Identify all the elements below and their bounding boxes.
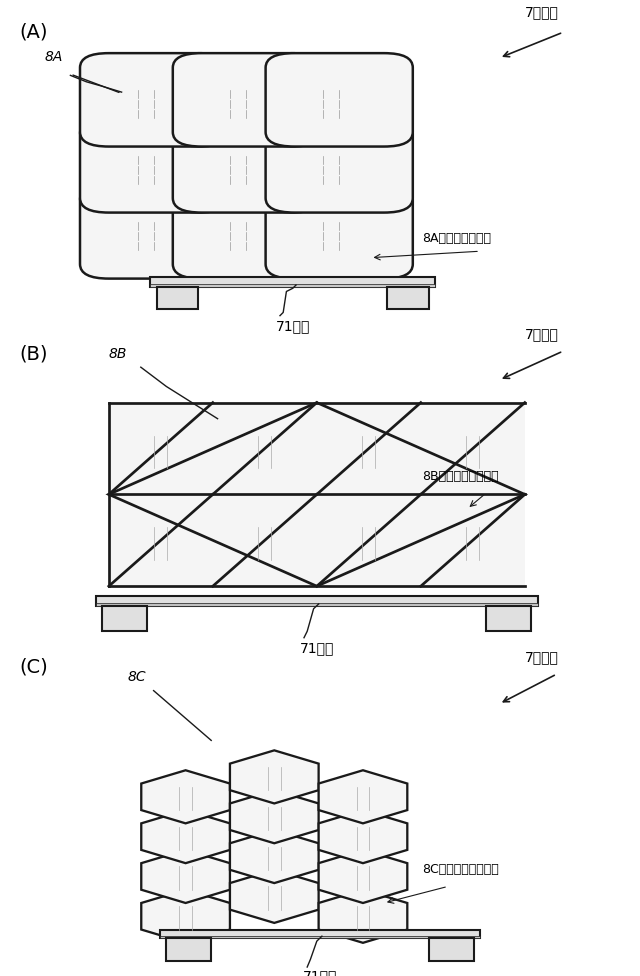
Polygon shape — [141, 890, 230, 943]
Bar — [160, 929, 480, 938]
Text: 8A: 8A — [45, 51, 63, 64]
Polygon shape — [230, 751, 319, 803]
FancyBboxPatch shape — [266, 119, 413, 213]
Polygon shape — [319, 850, 407, 903]
FancyBboxPatch shape — [80, 53, 227, 146]
Text: (C): (C) — [19, 658, 48, 676]
Bar — [387, 287, 429, 309]
Text: 8C: 8C — [128, 670, 147, 684]
Text: 8B接合体（三角形）: 8B接合体（三角形） — [422, 470, 499, 483]
Bar — [486, 605, 531, 631]
Bar — [157, 287, 198, 309]
Text: (A): (A) — [19, 22, 48, 42]
Text: 7本装置: 7本装置 — [525, 650, 559, 664]
FancyBboxPatch shape — [173, 53, 320, 146]
Text: 7本装置: 7本装置 — [525, 327, 559, 342]
Bar — [429, 938, 474, 961]
Polygon shape — [230, 830, 319, 883]
Bar — [166, 938, 211, 961]
Bar — [96, 603, 538, 605]
Bar — [109, 402, 525, 587]
Bar — [96, 595, 538, 605]
FancyBboxPatch shape — [173, 119, 320, 213]
Polygon shape — [230, 791, 319, 843]
Bar — [102, 605, 147, 631]
Text: 71基台: 71基台 — [300, 641, 334, 655]
Polygon shape — [141, 810, 230, 863]
FancyBboxPatch shape — [266, 185, 413, 278]
Polygon shape — [319, 890, 407, 943]
Polygon shape — [319, 810, 407, 863]
Text: 7本装置: 7本装置 — [525, 5, 559, 20]
Text: 71基台: 71基台 — [276, 319, 310, 333]
Text: (B): (B) — [19, 345, 48, 364]
Bar — [150, 284, 435, 287]
FancyBboxPatch shape — [80, 185, 227, 278]
Bar — [160, 936, 480, 938]
Bar — [150, 277, 435, 287]
FancyBboxPatch shape — [266, 53, 413, 146]
Text: 8A接合体（円形）: 8A接合体（円形） — [422, 231, 492, 245]
Polygon shape — [141, 850, 230, 903]
Text: 71基台: 71基台 — [303, 969, 337, 976]
FancyBboxPatch shape — [80, 119, 227, 213]
FancyBboxPatch shape — [173, 185, 320, 278]
Text: 8C接合体（六角形）: 8C接合体（六角形） — [422, 864, 499, 876]
Polygon shape — [230, 870, 319, 923]
Polygon shape — [141, 770, 230, 824]
Polygon shape — [319, 770, 407, 824]
Text: 8B: 8B — [109, 346, 127, 361]
